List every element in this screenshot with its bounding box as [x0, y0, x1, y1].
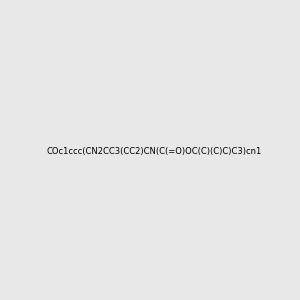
Text: COc1ccc(CN2CC3(CC2)CN(C(=O)OC(C)(C)C)C3)cn1: COc1ccc(CN2CC3(CC2)CN(C(=O)OC(C)(C)C)C3)…	[46, 147, 261, 156]
